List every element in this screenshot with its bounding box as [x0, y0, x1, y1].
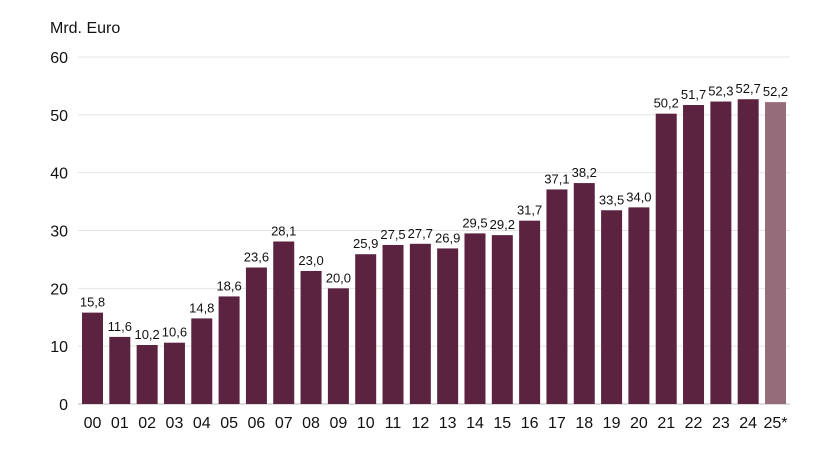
y-tick-label: 10: [50, 339, 68, 356]
data-label: 27,7: [408, 226, 433, 241]
data-label: 23,6: [244, 250, 269, 265]
data-label: 31,7: [517, 203, 542, 218]
data-label: 26,9: [435, 230, 460, 245]
bar: [218, 296, 240, 404]
data-label: 29,5: [462, 215, 487, 230]
data-label: 50,2: [654, 96, 679, 111]
bar: [464, 233, 486, 404]
bar: [546, 189, 568, 404]
x-tick-label: 04: [193, 415, 211, 432]
bar: [109, 336, 131, 404]
x-tick-label: 25*: [763, 415, 787, 432]
bar: [409, 243, 431, 404]
data-label: 20,0: [326, 270, 351, 285]
bar: [655, 113, 677, 404]
bar: [710, 101, 732, 404]
x-tick-label: 00: [84, 415, 102, 432]
x-tick-label: 10: [357, 415, 375, 432]
bar: [628, 207, 650, 404]
x-tick-label: 07: [275, 415, 293, 432]
data-label: 34,0: [626, 189, 651, 204]
bar: [191, 318, 213, 404]
x-tick-label: 18: [575, 415, 593, 432]
y-tick-label: 20: [50, 281, 68, 298]
bar: [737, 99, 759, 405]
x-tick-label: 14: [466, 415, 484, 432]
y-tick-label: 40: [50, 166, 68, 183]
x-tick-label: 20: [630, 415, 648, 432]
x-tick-label: 13: [439, 415, 457, 432]
bar: [82, 312, 103, 404]
data-label: 52,2: [763, 84, 788, 99]
x-tick-label: 09: [329, 415, 347, 432]
x-tick-label: 03: [166, 415, 184, 432]
x-tick-label: 15: [493, 415, 511, 432]
data-label: 18,6: [216, 278, 241, 293]
x-tick-label: 05: [220, 415, 238, 432]
data-label: 38,2: [572, 165, 597, 180]
bar: [519, 220, 541, 404]
x-tick-label: 08: [302, 415, 320, 432]
data-label: 10,2: [134, 327, 159, 342]
x-tick-label: 02: [138, 415, 156, 432]
data-label: 37,1: [544, 171, 569, 186]
y-axis-unit-label: Mrd. Euro: [50, 20, 121, 37]
data-label: 52,7: [736, 81, 761, 96]
x-tick-label: 16: [521, 415, 539, 432]
y-tick-label: 30: [50, 224, 68, 241]
bar: [273, 241, 295, 404]
data-label: 52,3: [708, 84, 733, 99]
bar: [327, 288, 349, 404]
bar: [683, 105, 705, 405]
bar: [300, 270, 322, 404]
bar: [382, 244, 404, 404]
x-tick-label: 06: [248, 415, 266, 432]
data-label: 29,2: [490, 217, 515, 232]
y-tick-label: 50: [50, 108, 68, 125]
data-label: 23,0: [298, 253, 323, 268]
data-label: 11,6: [108, 319, 132, 334]
x-tick-label: 21: [657, 415, 675, 432]
bar: [136, 345, 158, 404]
bar: [355, 254, 377, 404]
bar: [437, 248, 459, 404]
x-tick-label: 23: [712, 415, 730, 432]
x-tick-label: 01: [111, 415, 129, 432]
data-label: 51,7: [681, 87, 706, 102]
y-tick-label: 60: [50, 50, 68, 67]
x-tick-label: 22: [685, 415, 703, 432]
data-label: 25,9: [353, 236, 378, 251]
bar: [245, 267, 267, 404]
data-label: 28,1: [271, 223, 296, 238]
data-label: 33,5: [599, 192, 624, 207]
bar: [601, 210, 623, 404]
data-label: 15,8: [80, 295, 105, 310]
x-tick-label: 19: [603, 415, 621, 432]
x-tick-label: 17: [548, 415, 566, 432]
bar: [491, 235, 513, 404]
y-tick-label: 0: [59, 397, 68, 414]
bar: [573, 183, 595, 404]
bar: [163, 342, 185, 404]
x-tick-label: 11: [385, 415, 402, 432]
data-label: 27,5: [380, 227, 405, 242]
data-label: 10,6: [162, 325, 187, 340]
data-label: 14,8: [189, 300, 214, 315]
x-tick-label: 12: [411, 415, 429, 432]
bar: [765, 102, 786, 405]
x-tick-label: 24: [739, 415, 757, 432]
